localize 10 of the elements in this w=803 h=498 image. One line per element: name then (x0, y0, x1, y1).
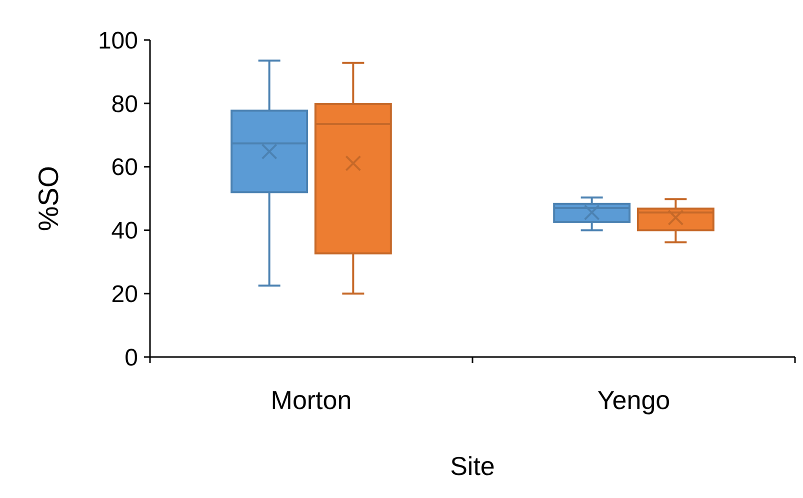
y-tick-label: 60 (111, 154, 138, 182)
x-axis-title: Site (450, 451, 495, 481)
y-tick-label: 100 (98, 27, 138, 54)
y-axis-title: %SO (33, 166, 64, 232)
y-tick-label: 80 (111, 90, 138, 118)
x-tick-label: Yengo (597, 385, 670, 415)
y-tick-label: 0 (124, 344, 138, 372)
x-tick-label: Morton (270, 385, 352, 415)
y-tick-label: 40 (111, 218, 138, 245)
y-tick-label: 20 (111, 281, 138, 308)
